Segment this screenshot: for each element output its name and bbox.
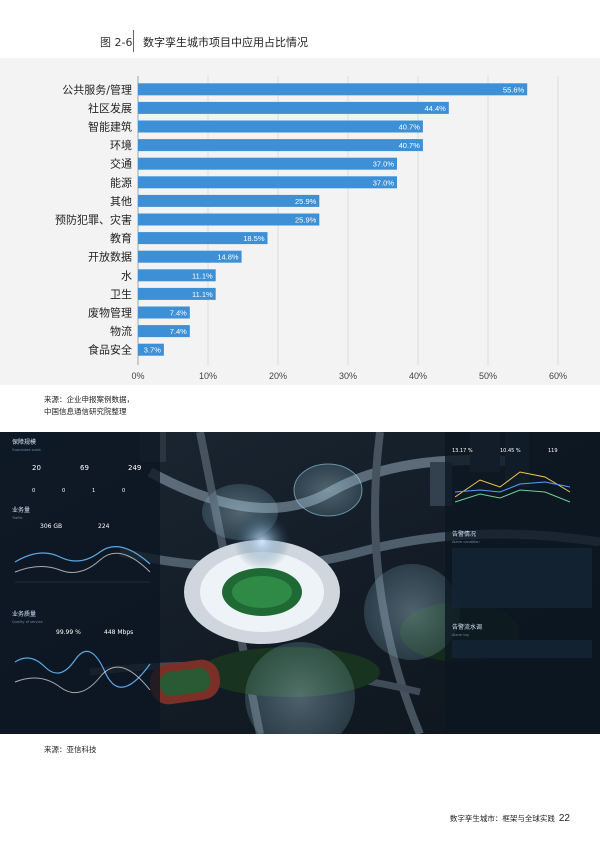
- category-label: 水: [121, 269, 132, 282]
- bar: [138, 325, 190, 338]
- svg-text:Alarm log: Alarm log: [452, 633, 469, 637]
- bar-value-label: 44.4%: [425, 104, 447, 113]
- category-label: 能源: [110, 175, 132, 189]
- x-tick-label: 10%: [199, 371, 217, 381]
- page-footer: 数字孪生城市：框架与全球实践 22: [450, 813, 570, 824]
- category-label: 环境: [110, 138, 132, 152]
- bar: [138, 194, 320, 207]
- bar: [138, 343, 164, 356]
- svg-text:224: 224: [98, 523, 110, 530]
- svg-text:Guarantee scale: Guarantee scale: [12, 448, 41, 452]
- bar: [138, 139, 423, 152]
- svg-text:业务量: 业务量: [12, 506, 30, 514]
- svg-text:10.45 %: 10.45 %: [500, 448, 521, 454]
- category-label: 交通: [110, 157, 132, 171]
- category-label: 废物管理: [88, 306, 132, 320]
- bar-value-label: 11.1%: [192, 271, 213, 280]
- svg-text:告警流水调: 告警流水调: [452, 623, 482, 631]
- digital-twin-screenshot: 保障规模 Guarantee scale 20 69 249 0 0 1 0 业…: [0, 432, 600, 734]
- bar-chart-panel: 0% 10% 20% 30% 40% 50% 60% 公共服务/管理 55.6% 社区发展 44.4…: [0, 58, 600, 385]
- svg-text:0: 0: [122, 488, 125, 494]
- city-dashboard-image: 保障规模 Guarantee scale 20 69 249 0 0 1 0 业…: [0, 432, 600, 734]
- bar-value-label: 18.5%: [243, 234, 265, 243]
- bar-value-label: 11.1%: [192, 290, 213, 299]
- bar-value-label: 37.0%: [373, 178, 395, 187]
- bar: [138, 157, 397, 170]
- x-tick-label: 50%: [479, 371, 497, 381]
- svg-text:Alarm condition: Alarm condition: [452, 540, 480, 544]
- bar-value-label: 55.6%: [503, 85, 525, 94]
- svg-text:1: 1: [92, 488, 95, 494]
- footer-title: 数字孪生城市：框架与全球实践: [449, 814, 555, 823]
- category-label: 公共服务/管理: [62, 82, 132, 96]
- chart-source-line2: 中国信息通信研究院整理: [44, 407, 127, 416]
- category-label: 智能建筑: [88, 120, 132, 134]
- svg-text:0: 0: [62, 488, 65, 494]
- svg-text:249: 249: [128, 464, 141, 472]
- svg-text:Quality of service: Quality of service: [12, 620, 43, 624]
- bar: [138, 250, 242, 263]
- bar: [138, 83, 528, 96]
- bar-value-label: 14.8%: [217, 253, 239, 262]
- x-tick-label: 60%: [549, 371, 567, 381]
- category-label: 社区发展: [88, 101, 132, 115]
- svg-text:306 GB: 306 GB: [40, 523, 62, 530]
- bar-value-label: 40.7%: [399, 123, 421, 132]
- svg-text:20: 20: [32, 464, 41, 472]
- category-label: 开放数据: [88, 250, 132, 264]
- bar: [138, 176, 397, 189]
- bar: [138, 120, 423, 133]
- image-source: 来源：亚信科技: [44, 745, 97, 754]
- hud-panel1-title: 保障规模: [12, 438, 36, 446]
- page-number: 22: [558, 813, 570, 824]
- svg-text:448 Mbps: 448 Mbps: [104, 629, 133, 636]
- svg-text:Traffic: Traffic: [11, 516, 23, 520]
- bar: [138, 232, 268, 245]
- svg-text:业务质量: 业务质量: [12, 610, 36, 618]
- x-tick-label: 40%: [409, 371, 427, 381]
- svg-text:119: 119: [548, 448, 558, 454]
- bar-value-label: 7.4%: [170, 309, 187, 318]
- category-label: 食品安全: [88, 343, 132, 357]
- bar: [138, 213, 320, 226]
- svg-text:0: 0: [32, 488, 35, 494]
- category-label: 预防犯罪、灾害: [55, 213, 132, 227]
- svg-text:99.99 %: 99.99 %: [56, 629, 81, 636]
- bar-value-label: 3.7%: [144, 346, 161, 355]
- bar-value-label: 7.4%: [170, 327, 187, 336]
- figure-title: 数字孪生城市项目中应用占比情况: [143, 36, 308, 49]
- bar: [138, 101, 449, 114]
- bar: [138, 306, 190, 319]
- svg-text:告警情况: 告警情况: [452, 530, 476, 538]
- figure-header: 图 2-6 数字孪生城市项目中应用占比情况: [0, 0, 600, 58]
- category-label: 其他: [110, 195, 132, 208]
- bar-value-label: 25.9%: [295, 197, 317, 206]
- svg-text:69: 69: [80, 464, 89, 472]
- chart-source-line1: 来源：企业申报案例数据，: [44, 395, 134, 404]
- category-label: 卫生: [110, 287, 132, 301]
- bar-value-label: 40.7%: [399, 141, 421, 150]
- bar-value-label: 37.0%: [373, 160, 395, 169]
- svg-text:13.17 %: 13.17 %: [452, 448, 473, 454]
- x-tick-label: 30%: [339, 371, 357, 381]
- x-tick-label: 0%: [131, 371, 144, 381]
- bar: [138, 269, 216, 282]
- x-tick-label: 20%: [269, 371, 287, 381]
- category-label: 教育: [110, 231, 132, 245]
- bar: [138, 287, 216, 300]
- chart-source: 来源：企业申报案例数据， 中国信息通信研究院整理: [44, 394, 134, 418]
- bar-chart: 0% 10% 20% 30% 40% 50% 60% 公共服务/管理 55.6% 社区发展 44.4…: [55, 76, 567, 381]
- bar-value-label: 25.9%: [295, 216, 317, 225]
- figure-separator: [133, 30, 134, 52]
- category-label: 物流: [110, 324, 132, 338]
- figure-number: 图 2-6: [100, 36, 133, 49]
